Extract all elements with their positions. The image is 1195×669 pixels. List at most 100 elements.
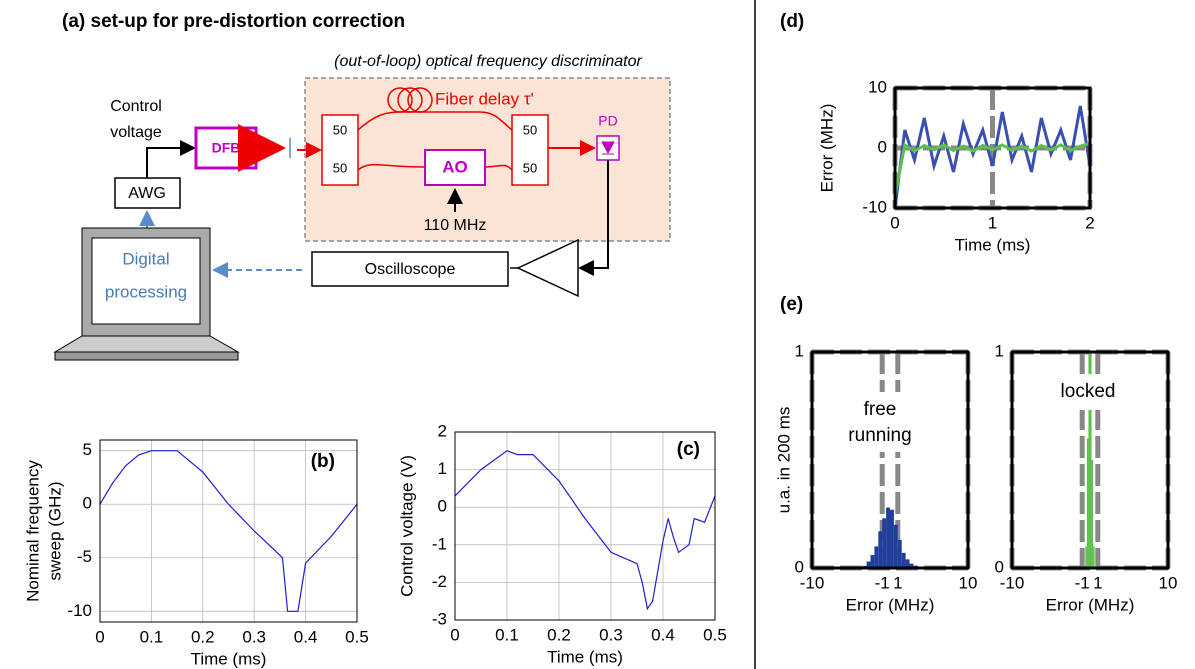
bar	[890, 509, 894, 568]
x-axis-label: Error (MHz)	[1046, 595, 1135, 614]
fiber-lower	[357, 163, 513, 171]
y-tick-label: -3	[432, 609, 447, 628]
x-tick-label: 0.4	[651, 625, 675, 644]
bar	[878, 531, 883, 568]
y-axis-label: Nominal frequency	[23, 460, 42, 602]
bar	[886, 507, 890, 568]
x-axis-label: Time (ms)	[547, 647, 623, 666]
control-label: Control	[110, 98, 162, 115]
computer-label: Digital	[122, 249, 169, 268]
fiber-spool	[387, 87, 433, 113]
oscilloscope-label: Oscilloscope	[365, 261, 456, 278]
y-tick-label: 1	[795, 341, 804, 360]
awg-box	[114, 177, 181, 209]
x-tick-label: -10	[1000, 573, 1025, 592]
control-label: voltage	[110, 124, 162, 141]
bar	[1093, 546, 1095, 568]
y-tick-label: 0	[438, 497, 447, 516]
wire	[146, 140, 196, 178]
x-tick-label: -1	[875, 573, 890, 592]
coupler-ratio: 50	[523, 160, 537, 175]
plot-frame	[454, 431, 716, 621]
laptop-display	[91, 237, 201, 325]
chart-title: (b)	[311, 451, 335, 472]
line	[893, 141, 1091, 197]
ao-box	[424, 149, 486, 186]
y-axis-label: u.a. in 200 ms	[774, 407, 793, 514]
y-tick-label: 0	[83, 494, 92, 513]
y-axis-label: Control voltage (V)	[397, 455, 416, 597]
fiber-delay-label: Fiber delay τ'	[435, 89, 534, 108]
ao-frequency: 110 MHz	[424, 217, 487, 234]
y-tick-label: -2	[432, 572, 447, 591]
x-tick-label: 0.2	[191, 627, 215, 646]
awg-label: AWG	[128, 185, 166, 202]
bar	[1090, 352, 1092, 568]
y-axis-label: Error (MHz)	[817, 104, 836, 193]
plot-frame	[1010, 350, 1170, 570]
x-tick-label: 1	[988, 213, 997, 232]
x-axis-label: Time (ms)	[955, 235, 1031, 254]
y-tick-label: 10	[868, 77, 887, 96]
y-tick-label: 0	[795, 557, 804, 576]
dfb-label: DFB	[212, 140, 241, 156]
annotation-box	[1033, 374, 1143, 410]
line	[454, 450, 716, 611]
bar	[870, 555, 875, 568]
bar	[897, 539, 902, 568]
x-tick-label: 0.1	[495, 625, 519, 644]
chart-title: (d)	[780, 11, 804, 32]
ao-label: AO	[442, 157, 468, 176]
x-tick-label: 0	[450, 625, 459, 644]
coupler-ratio: 50	[523, 122, 537, 137]
chart-title: (e)	[780, 294, 803, 315]
panel-title: (a) set-up for pre-distortion correction	[62, 11, 405, 32]
bar	[866, 561, 871, 568]
bar	[901, 552, 906, 568]
chart-title: (c)	[677, 439, 700, 460]
x-tick-label: 0	[890, 213, 899, 232]
x-tick-label: 0.4	[294, 627, 318, 646]
x-tick-label: 10	[1159, 573, 1178, 592]
x-tick-label: 0.1	[140, 627, 164, 646]
bar	[1088, 352, 1090, 568]
bar	[882, 518, 887, 568]
bar	[1086, 438, 1089, 568]
x-tick-label: 10	[959, 573, 978, 592]
annotation-box	[825, 392, 935, 452]
x-tick-label: 0.3	[242, 627, 266, 646]
fiber-upper	[357, 111, 513, 131]
x-tick-label: 0.5	[345, 627, 369, 646]
bar	[893, 524, 898, 568]
y-tick-label: -1	[432, 534, 447, 553]
wire	[578, 160, 609, 276]
pd-label: PD	[598, 113, 617, 129]
x-tick-label: 1	[893, 573, 902, 592]
line	[99, 450, 358, 612]
bar	[1091, 460, 1094, 568]
y-tick-label: 5	[83, 440, 92, 459]
pd-icon	[601, 141, 615, 155]
oscilloscope-box	[311, 251, 509, 287]
coupler-ratio: 50	[333, 122, 347, 137]
plot-frame	[810, 350, 970, 570]
y-tick-label: -10	[862, 197, 887, 216]
x-tick-label: 0.5	[703, 625, 727, 644]
x-tick-label: 0	[95, 627, 104, 646]
bar	[1085, 546, 1087, 568]
plot-frame	[99, 439, 358, 623]
y-axis-label: sweep (GHz)	[45, 481, 64, 580]
coupler	[321, 114, 359, 186]
line	[893, 105, 1092, 209]
bar	[905, 559, 910, 568]
computer-label: processing	[105, 282, 187, 301]
amplifier	[516, 238, 579, 298]
annotation: locked	[1061, 381, 1116, 402]
x-tick-label: -10	[800, 573, 825, 592]
y-tick-label: -5	[77, 547, 92, 566]
y-tick-label: -10	[67, 601, 92, 620]
plot-frame	[893, 86, 1092, 210]
annotation: free	[864, 399, 897, 420]
